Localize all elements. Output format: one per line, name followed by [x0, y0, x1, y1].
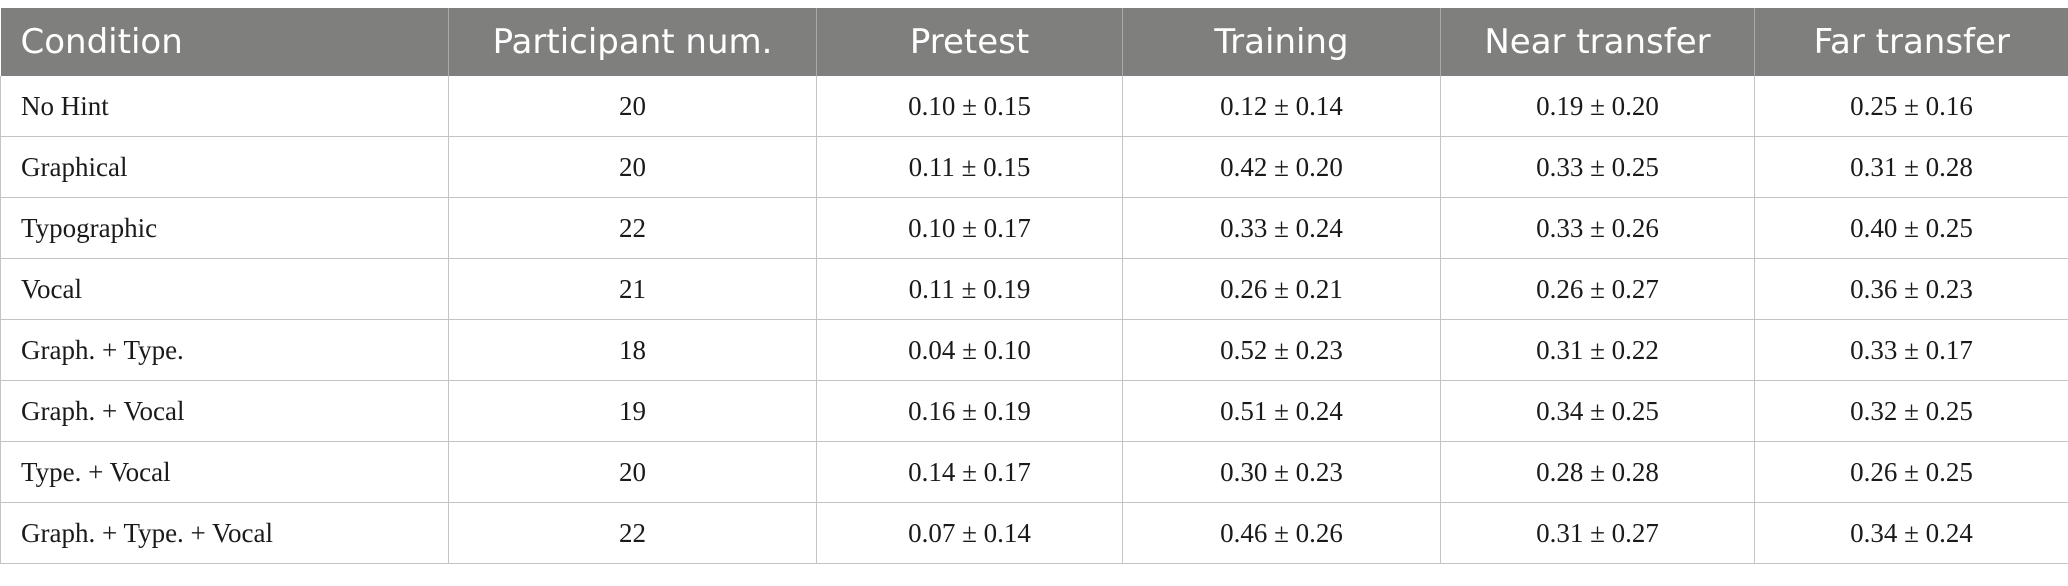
- cell-far-transfer: 0.32 ± 0.25: [1754, 380, 2068, 442]
- cell-far-transfer: 0.34 ± 0.24: [1754, 502, 2068, 564]
- header-near-transfer: Near transfer: [1440, 8, 1755, 76]
- cell-near-transfer: 0.33 ± 0.26: [1440, 197, 1755, 259]
- cell-pretest: 0.04 ± 0.10: [816, 319, 1123, 381]
- cell-pretest: 0.11 ± 0.15: [816, 136, 1123, 198]
- cell-training: 0.30 ± 0.23: [1122, 441, 1441, 503]
- cell-training: 0.26 ± 0.21: [1122, 258, 1441, 320]
- cell-far-transfer: 0.36 ± 0.23: [1754, 258, 2068, 320]
- header-far-transfer: Far transfer: [1754, 8, 2068, 76]
- cell-far-transfer: 0.40 ± 0.25: [1754, 197, 2068, 259]
- cell-condition: Graphical: [0, 136, 449, 198]
- cell-pretest: 0.07 ± 0.14: [816, 502, 1123, 564]
- cell-pretest: 0.14 ± 0.17: [816, 441, 1123, 503]
- cell-participant-num: 20: [448, 441, 817, 503]
- cell-participant-num: 21: [448, 258, 817, 320]
- cell-participant-num: 20: [448, 76, 817, 137]
- cell-far-transfer: 0.31 ± 0.28: [1754, 136, 2068, 198]
- cell-condition: Graph. + Type.: [0, 319, 449, 381]
- cell-near-transfer: 0.34 ± 0.25: [1440, 380, 1755, 442]
- results-table: Condition Participant num. Pretest Train…: [0, 8, 2068, 564]
- cell-near-transfer: 0.19 ± 0.20: [1440, 76, 1755, 137]
- cell-pretest: 0.10 ± 0.15: [816, 76, 1123, 137]
- cell-condition: Vocal: [0, 258, 449, 320]
- table-row: No Hint 20 0.10 ± 0.15 0.12 ± 0.14 0.19 ± 0.…: [0, 76, 2068, 137]
- table-row: Graph. + Vocal 19 0.16 ± 0.19 0.51 ± 0.24 0.…: [0, 380, 2068, 442]
- cell-near-transfer: 0.31 ± 0.22: [1440, 319, 1755, 381]
- cell-pretest: 0.16 ± 0.19: [816, 380, 1123, 442]
- table-row: Vocal 21 0.11 ± 0.19 0.26 ± 0.21 0.26 ± 0.27…: [0, 258, 2068, 320]
- table-row: Type. + Vocal 20 0.14 ± 0.17 0.30 ± 0.23 0.2…: [0, 441, 2068, 503]
- cell-training: 0.46 ± 0.26: [1122, 502, 1441, 564]
- cell-participant-num: 22: [448, 502, 817, 564]
- cell-near-transfer: 0.26 ± 0.27: [1440, 258, 1755, 320]
- cell-participant-num: 19: [448, 380, 817, 442]
- cell-participant-num: 22: [448, 197, 817, 259]
- cell-near-transfer: 0.33 ± 0.25: [1440, 136, 1755, 198]
- table-row: Graph. + Type. 18 0.04 ± 0.10 0.52 ± 0.23 0.…: [0, 319, 2068, 381]
- cell-near-transfer: 0.31 ± 0.27: [1440, 502, 1755, 564]
- cell-condition: No Hint: [0, 76, 449, 137]
- cell-pretest: 0.11 ± 0.19: [816, 258, 1123, 320]
- cell-condition: Graph. + Type. + Vocal: [0, 502, 449, 564]
- header-participant-num: Participant num.: [448, 8, 817, 76]
- cell-far-transfer: 0.26 ± 0.25: [1754, 441, 2068, 503]
- header-pretest: Pretest: [816, 8, 1123, 76]
- table-row: Graphical 20 0.11 ± 0.15 0.42 ± 0.20 0.33 ± …: [0, 136, 2068, 198]
- table-row: Graph. + Type. + Vocal 22 0.07 ± 0.14 0.46 …: [0, 502, 2068, 564]
- header-row: Condition Participant num. Pretest Train…: [0, 8, 2068, 76]
- header-training: Training: [1122, 8, 1441, 76]
- header-condition: Condition: [0, 8, 449, 76]
- cell-training: 0.33 ± 0.24: [1122, 197, 1441, 259]
- cell-condition: Typographic: [0, 197, 449, 259]
- table-body: No Hint 20 0.10 ± 0.15 0.12 ± 0.14 0.19 ± 0.…: [0, 76, 2068, 564]
- cell-participant-num: 20: [448, 136, 817, 198]
- results-table-container: Condition Participant num. Pretest Train…: [0, 8, 2068, 564]
- cell-training: 0.12 ± 0.14: [1122, 76, 1441, 137]
- cell-near-transfer: 0.28 ± 0.28: [1440, 441, 1755, 503]
- cell-training: 0.42 ± 0.20: [1122, 136, 1441, 198]
- cell-condition: Graph. + Vocal: [0, 380, 449, 442]
- cell-far-transfer: 0.33 ± 0.17: [1754, 319, 2068, 381]
- cell-training: 0.51 ± 0.24: [1122, 380, 1441, 442]
- table-header: Condition Participant num. Pretest Train…: [0, 8, 2068, 76]
- cell-participant-num: 18: [448, 319, 817, 381]
- cell-pretest: 0.10 ± 0.17: [816, 197, 1123, 259]
- cell-condition: Type. + Vocal: [0, 441, 449, 503]
- cell-far-transfer: 0.25 ± 0.16: [1754, 76, 2068, 137]
- cell-training: 0.52 ± 0.23: [1122, 319, 1441, 381]
- table-row: Typographic 22 0.10 ± 0.17 0.33 ± 0.24 0.33 …: [0, 197, 2068, 259]
